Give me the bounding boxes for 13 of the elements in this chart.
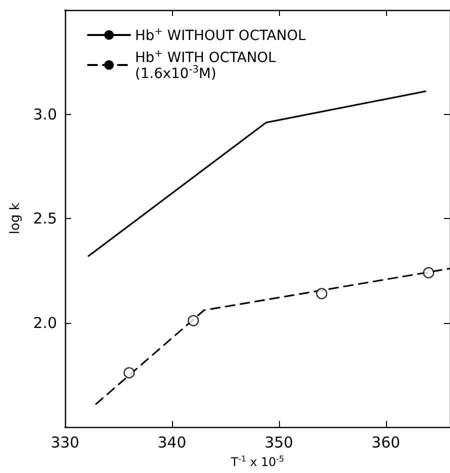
y-tick-label: 2.5 xyxy=(33,210,57,228)
x-tick-label: 330 xyxy=(50,434,80,452)
legend-label: Hb+ WITHOUT OCTANOL xyxy=(135,26,306,44)
x-tick-label: 340 xyxy=(158,434,186,452)
y-tick-label: 2.0 xyxy=(33,314,57,332)
x-tick-label: 360 xyxy=(372,434,400,452)
point xyxy=(124,367,135,378)
point xyxy=(188,315,199,326)
x-tick-label: 350 xyxy=(264,434,294,452)
point xyxy=(316,288,328,300)
y-tick-label: 3.0 xyxy=(33,105,57,124)
point xyxy=(422,267,434,278)
y-axis-title: log k xyxy=(8,202,24,234)
